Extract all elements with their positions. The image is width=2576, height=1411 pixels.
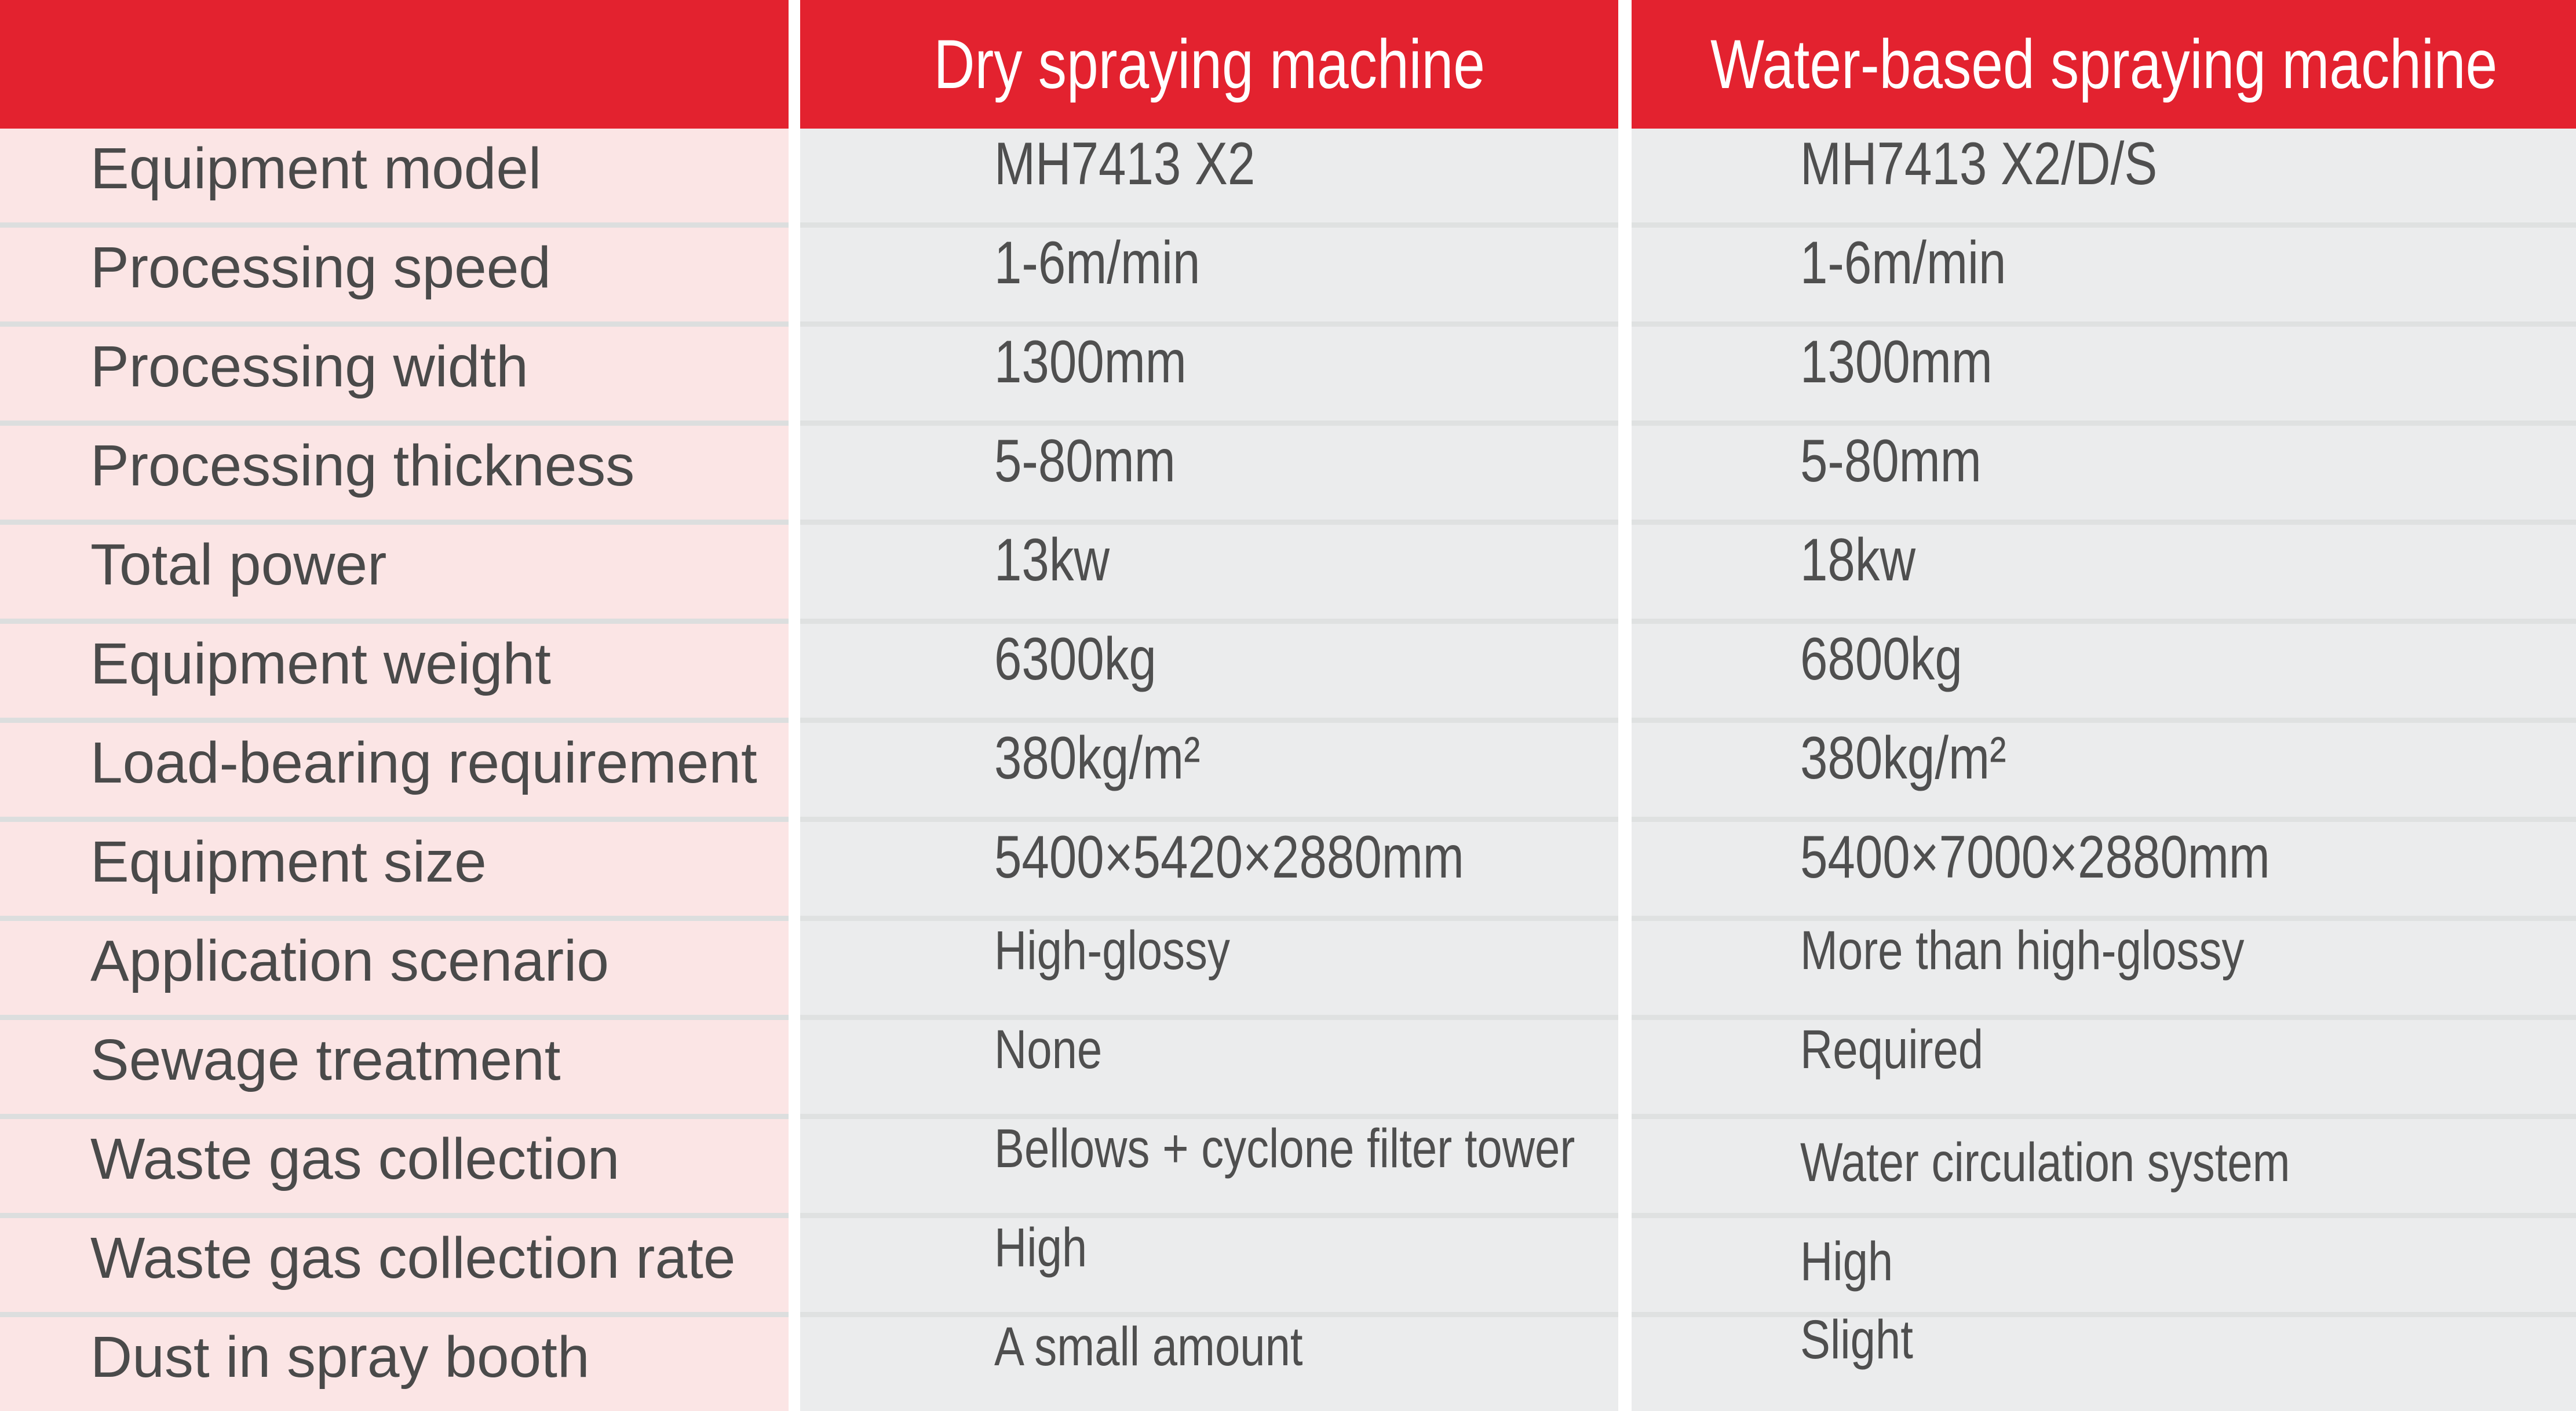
water-value-cell: 18kw	[1632, 520, 2576, 619]
water-header-title: Water-based spraying machine	[1710, 25, 2498, 103]
label-cell: Sewage treatment	[0, 1015, 789, 1114]
water-value: Required	[1800, 1018, 1984, 1080]
row-label: Dust in spray booth	[90, 1324, 590, 1390]
water-value-cell: 5400×7000×2880mm	[1632, 817, 2576, 916]
label-cell: Waste gas collection rate	[0, 1213, 789, 1312]
label-cell: Processing speed	[0, 222, 789, 321]
row-label: Processing thickness	[90, 433, 635, 498]
water-value: 1-6m/min	[1800, 229, 2006, 297]
water-value-cell: 1300mm	[1632, 321, 2576, 421]
labels-header-cell	[0, 0, 789, 129]
row-label: Sewage treatment	[90, 1027, 561, 1092]
water-value: 1300mm	[1800, 328, 1993, 396]
row-label: Processing width	[90, 334, 528, 399]
dry-value: High	[994, 1216, 1088, 1278]
dry-value-cell: 1-6m/min	[800, 222, 1618, 321]
water-value-cell: More than high-glossy	[1632, 916, 2576, 1015]
water-value-cell: Water circulation system	[1632, 1114, 2576, 1213]
row-label: Equipment weight	[90, 631, 551, 696]
dry-value-cell: Bellows + cyclone filter tower	[800, 1114, 1618, 1213]
dry-value-cell: High	[800, 1213, 1618, 1312]
dry-value: Bellows + cyclone filter tower	[994, 1117, 1575, 1179]
water-value-cell: 1-6m/min	[1632, 222, 2576, 321]
dry-value-cell: 5400×5420×2880mm	[800, 817, 1618, 916]
row-label: Waste gas collection rate	[90, 1225, 736, 1291]
water-value-cell: Required	[1632, 1015, 2576, 1114]
dry-value-cell: MH7413 X2	[800, 129, 1618, 222]
water-value: More than high-glossy	[1800, 919, 2245, 981]
water-value: 380kg/m²	[1800, 724, 2006, 792]
row-label: Total power	[90, 532, 387, 597]
dry-value-cell: High-glossy	[800, 916, 1618, 1015]
water-value-cell: 5-80mm	[1632, 421, 2576, 520]
water-value: MH7413 X2/D/S	[1800, 130, 2158, 198]
water-value: Water circulation system	[1800, 1131, 2290, 1193]
label-cell: Equipment model	[0, 129, 789, 222]
dry-value: 380kg/m²	[994, 724, 1201, 792]
label-cell: Application scenario	[0, 916, 789, 1015]
dry-value-cell: 1300mm	[800, 321, 1618, 421]
dry-value: 6300kg	[994, 625, 1156, 693]
label-cell: Waste gas collection	[0, 1114, 789, 1213]
water-value: 5-80mm	[1800, 427, 1982, 495]
row-label: Processing speed	[90, 235, 551, 300]
water-value: High	[1800, 1230, 1893, 1292]
dry-machine-column: Dry spraying machine MH7413 X2 1-6m/min …	[800, 0, 1618, 1411]
dry-value-cell: 6300kg	[800, 619, 1618, 718]
dry-value-cell: A small amount	[800, 1312, 1618, 1411]
label-cell: Equipment weight	[0, 619, 789, 718]
dry-value: A small amount	[994, 1315, 1303, 1377]
label-cell: Equipment size	[0, 817, 789, 916]
dry-value: MH7413 X2	[994, 130, 1256, 198]
dry-value: 5400×5420×2880mm	[994, 823, 1464, 891]
row-label: Equipment model	[90, 136, 542, 201]
dry-header-cell: Dry spraying machine	[800, 0, 1618, 129]
label-cell: Processing thickness	[0, 421, 789, 520]
water-value: 18kw	[1800, 526, 1916, 594]
water-value-cell: 380kg/m²	[1632, 718, 2576, 817]
water-value: Slight	[1800, 1308, 1913, 1370]
label-cell: Dust in spray booth	[0, 1312, 789, 1411]
water-machine-column: Water-based spraying machine MH7413 X2/D…	[1632, 0, 2576, 1411]
dry-value-cell: None	[800, 1015, 1618, 1114]
water-value-cell: 6800kg	[1632, 619, 2576, 718]
dry-value-cell: 5-80mm	[800, 421, 1618, 520]
labels-column: Equipment model Processing speed Process…	[0, 0, 789, 1411]
label-cell: Processing width	[0, 321, 789, 421]
dry-value: 5-80mm	[994, 427, 1176, 495]
dry-value-cell: 380kg/m²	[800, 718, 1618, 817]
water-value-cell: Slight	[1632, 1309, 2576, 1411]
dry-value-cell: 13kw	[800, 520, 1618, 619]
row-label: Load-bearing requirement	[90, 730, 757, 795]
dry-header-title: Dry spraying machine	[933, 25, 1485, 103]
label-cell: Load-bearing requirement	[0, 718, 789, 817]
row-label: Equipment size	[90, 829, 487, 894]
water-value: 5400×7000×2880mm	[1800, 823, 2270, 891]
water-header-cell: Water-based spraying machine	[1632, 0, 2576, 129]
dry-value: 1300mm	[994, 328, 1187, 396]
dry-value: 1-6m/min	[994, 229, 1201, 297]
water-value: 6800kg	[1800, 625, 1962, 693]
water-value-cell: MH7413 X2/D/S	[1632, 129, 2576, 222]
label-cell: Total power	[0, 520, 789, 619]
dry-value: 13kw	[994, 526, 1110, 594]
dry-value: High-glossy	[994, 919, 1230, 981]
row-label: Application scenario	[90, 928, 609, 993]
row-label: Waste gas collection	[90, 1126, 620, 1191]
dry-value: None	[994, 1018, 1103, 1080]
water-value-cell: High	[1632, 1213, 2576, 1312]
